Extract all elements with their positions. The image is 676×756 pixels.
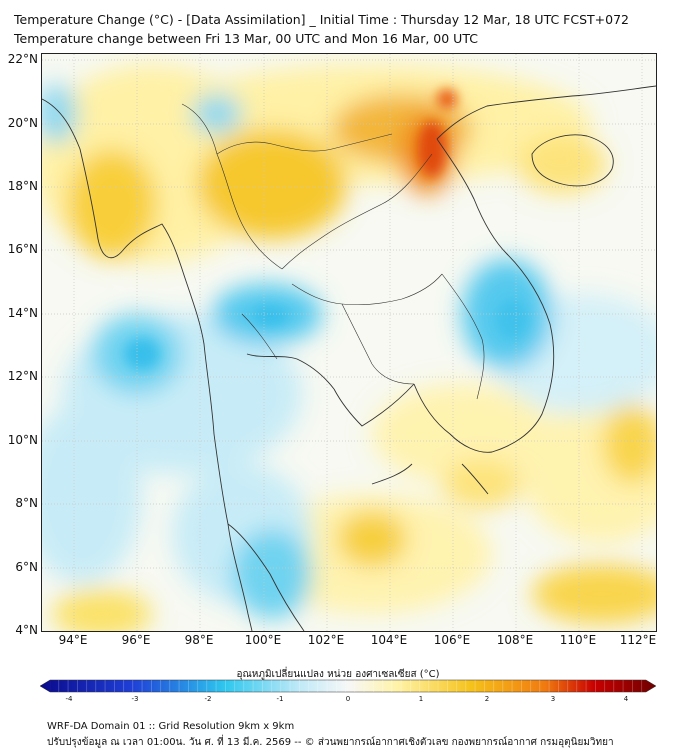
colorbar-tick-2: 2 bbox=[484, 695, 490, 703]
country-borders bbox=[181, 103, 485, 400]
colorbar-tick-4: 4 bbox=[623, 695, 629, 703]
lat-label-10n: 10°N bbox=[7, 433, 38, 447]
lon-label-112e: 112°E bbox=[619, 633, 657, 647]
colorbar-tick-minus2: -2 bbox=[204, 695, 212, 703]
lon-label-98e: 98°E bbox=[184, 633, 214, 647]
lat-label-4n: 4°N bbox=[15, 623, 38, 637]
colorbar-title: อุณหภูมิเปลี่ยนแปลง หน่วย องศาเซลเซียส (… bbox=[236, 669, 440, 680]
map-title-line1: Temperature Change (°C) - [Data Assimila… bbox=[14, 12, 629, 27]
lon-label-94e: 94°E bbox=[58, 633, 88, 647]
colorbar bbox=[40, 679, 656, 693]
lat-label-12n: 12°N bbox=[7, 369, 38, 383]
lon-label-108e: 108°E bbox=[496, 633, 534, 647]
lon-label-102e: 102°E bbox=[307, 633, 345, 647]
colorbar-tick-1: 1 bbox=[418, 695, 424, 703]
colorbar-tick-3: 3 bbox=[550, 695, 556, 703]
map-title-line2: Temperature change between Fri 13 Mar, 0… bbox=[14, 31, 478, 46]
footer-model-info: WRF-DA Domain 01 :: Grid Resolution 9km … bbox=[47, 721, 295, 732]
lat-label-22n: 22°N bbox=[7, 52, 38, 66]
lat-label-14n: 14°N bbox=[7, 306, 38, 320]
map-canvas bbox=[42, 54, 656, 631]
colorbar-tick-minus3: -3 bbox=[131, 695, 139, 703]
colorbar-tick-minus1: -1 bbox=[276, 695, 284, 703]
lat-label-8n: 8°N bbox=[15, 496, 38, 510]
footer-update-info: ปรับปรุงข้อมูล ณ เวลา 01:00น. วัน ศ. ที่… bbox=[47, 737, 614, 748]
lon-label-104e: 104°E bbox=[370, 633, 408, 647]
coastlines bbox=[42, 85, 656, 631]
lat-label-18n: 18°N bbox=[7, 179, 38, 193]
colorbar-tick-minus4: -4 bbox=[65, 695, 73, 703]
lon-label-100e: 100°E bbox=[244, 633, 282, 647]
lon-label-96e: 96°E bbox=[121, 633, 151, 647]
colorbar-tick-0: 0 bbox=[345, 695, 351, 703]
lat-label-16n: 16°N bbox=[7, 242, 38, 256]
temperature-change-map bbox=[41, 53, 657, 632]
lon-label-110e: 110°E bbox=[559, 633, 597, 647]
lat-label-6n: 6°N bbox=[15, 560, 38, 574]
lon-label-106e: 106°E bbox=[433, 633, 471, 647]
lat-label-20n: 20°N bbox=[7, 116, 38, 130]
